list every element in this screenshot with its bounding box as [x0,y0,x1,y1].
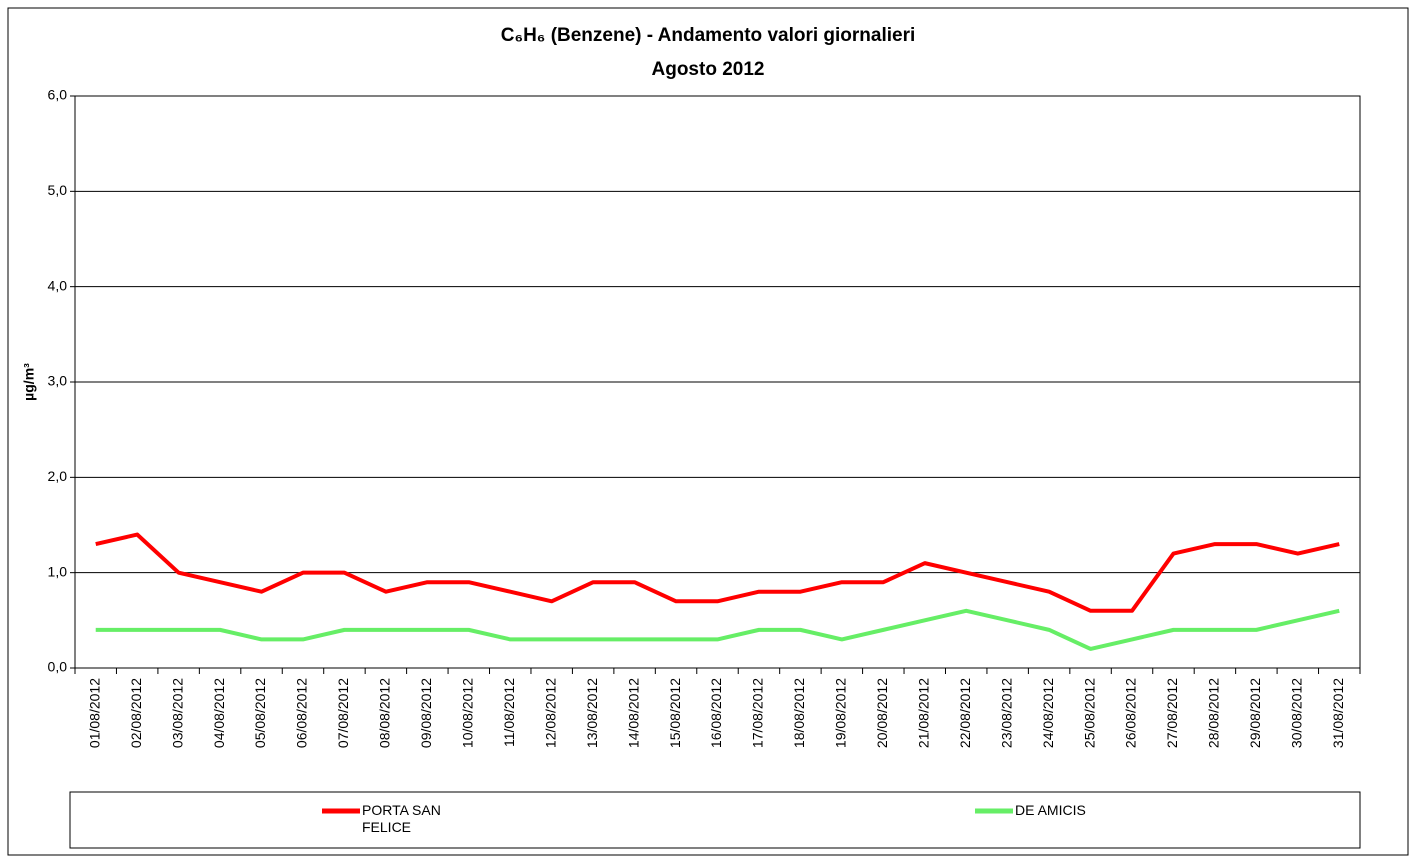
x-tick-label: 05/08/2012 [252,678,268,748]
x-tick-label: 08/08/2012 [377,678,393,748]
x-tick-label: 26/08/2012 [1123,678,1139,748]
legend-label: DE AMICIS [1015,802,1086,818]
x-tick-label: 15/08/2012 [667,678,683,748]
x-tick-label: 13/08/2012 [584,678,600,748]
x-tick-label: 02/08/2012 [128,678,144,748]
plot-area [74,95,1361,669]
y-tick-label: 0,0 [48,659,68,675]
x-tick-label: 27/08/2012 [1164,678,1180,748]
y-tick-label: 2,0 [48,468,68,484]
x-tick-label: 17/08/2012 [750,678,766,748]
x-tick-label: 31/08/2012 [1330,678,1346,748]
x-tick-label: 30/08/2012 [1289,678,1305,748]
y-axis-label: µg/m³ [21,363,37,401]
x-tick-label: 22/08/2012 [957,678,973,748]
x-tick-label: 04/08/2012 [211,678,227,748]
x-tick-label: 19/08/2012 [833,678,849,748]
x-tick-label: 25/08/2012 [1081,678,1097,748]
y-tick-label: 6,0 [48,87,68,103]
x-tick-label: 23/08/2012 [998,678,1014,748]
data-line [95,608,1340,651]
x-tick-label: 16/08/2012 [708,678,724,748]
x-tick-label: 09/08/2012 [418,678,434,748]
x-tick-label: 18/08/2012 [791,678,807,748]
x-tick-label: 28/08/2012 [1206,678,1222,748]
x-tick-label: 06/08/2012 [294,678,310,748]
x-tick-label: 12/08/2012 [542,678,558,748]
x-tick-label: 11/08/2012 [501,678,517,747]
x-tick-label: 01/08/2012 [86,678,102,748]
x-tick-label: 03/08/2012 [169,678,185,748]
x-tick-label: 29/08/2012 [1247,678,1263,748]
legend-box [69,791,1361,849]
x-tick-label: 24/08/2012 [1040,678,1056,748]
x-tick-label: 21/08/2012 [915,678,931,748]
x-tick-label: 07/08/2012 [335,678,351,748]
x-tick-label: 14/08/2012 [625,678,641,748]
legend-label: PORTA SAN FELICE [362,802,441,835]
x-tick-label: 20/08/2012 [874,678,890,748]
y-tick-label: 3,0 [48,373,68,389]
x-tick-label: 10/08/2012 [459,678,475,748]
chart-title: C₆H₆ (Benzene) - Andamento valori giorna… [501,25,916,46]
data-line [95,532,1340,613]
y-tick-label: 5,0 [48,182,68,198]
chart-frame [7,7,1409,856]
chart-subtitle: Agosto 2012 [652,59,765,80]
y-tick-label: 1,0 [48,563,68,579]
y-tick-label: 4,0 [48,277,68,293]
